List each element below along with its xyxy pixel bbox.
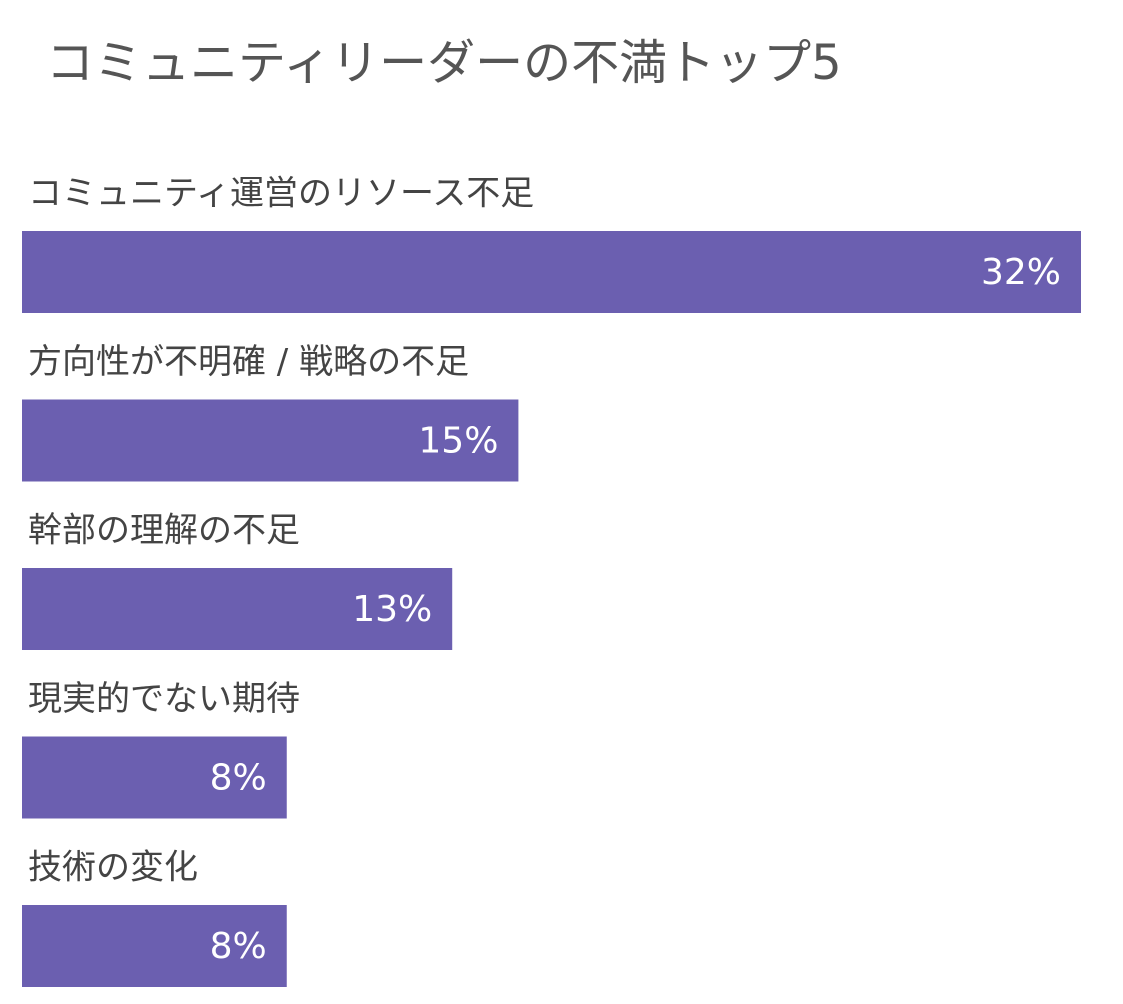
bar bbox=[22, 399, 519, 482]
category-label: 現実的でない期待 bbox=[28, 679, 300, 719]
value-label: 8% bbox=[210, 758, 267, 799]
category-label: 方向性が不明確 / 戦略の不足 bbox=[28, 342, 469, 382]
value-label: 8% bbox=[210, 926, 267, 967]
bar bbox=[22, 231, 1081, 313]
bar bbox=[22, 905, 287, 987]
value-label: 15% bbox=[418, 421, 498, 462]
category-label: コミュニティ運営のリソース不足 bbox=[28, 174, 534, 214]
bar bbox=[22, 568, 453, 650]
category-label: 幹部の理解の不足 bbox=[28, 511, 300, 551]
category-label: 技術の変化 bbox=[28, 848, 198, 888]
value-label: 13% bbox=[352, 589, 432, 630]
chart-title: コミュニティリーダーの不満トップ5 bbox=[46, 35, 842, 91]
value-label: 32% bbox=[981, 252, 1061, 293]
bar bbox=[22, 736, 287, 819]
